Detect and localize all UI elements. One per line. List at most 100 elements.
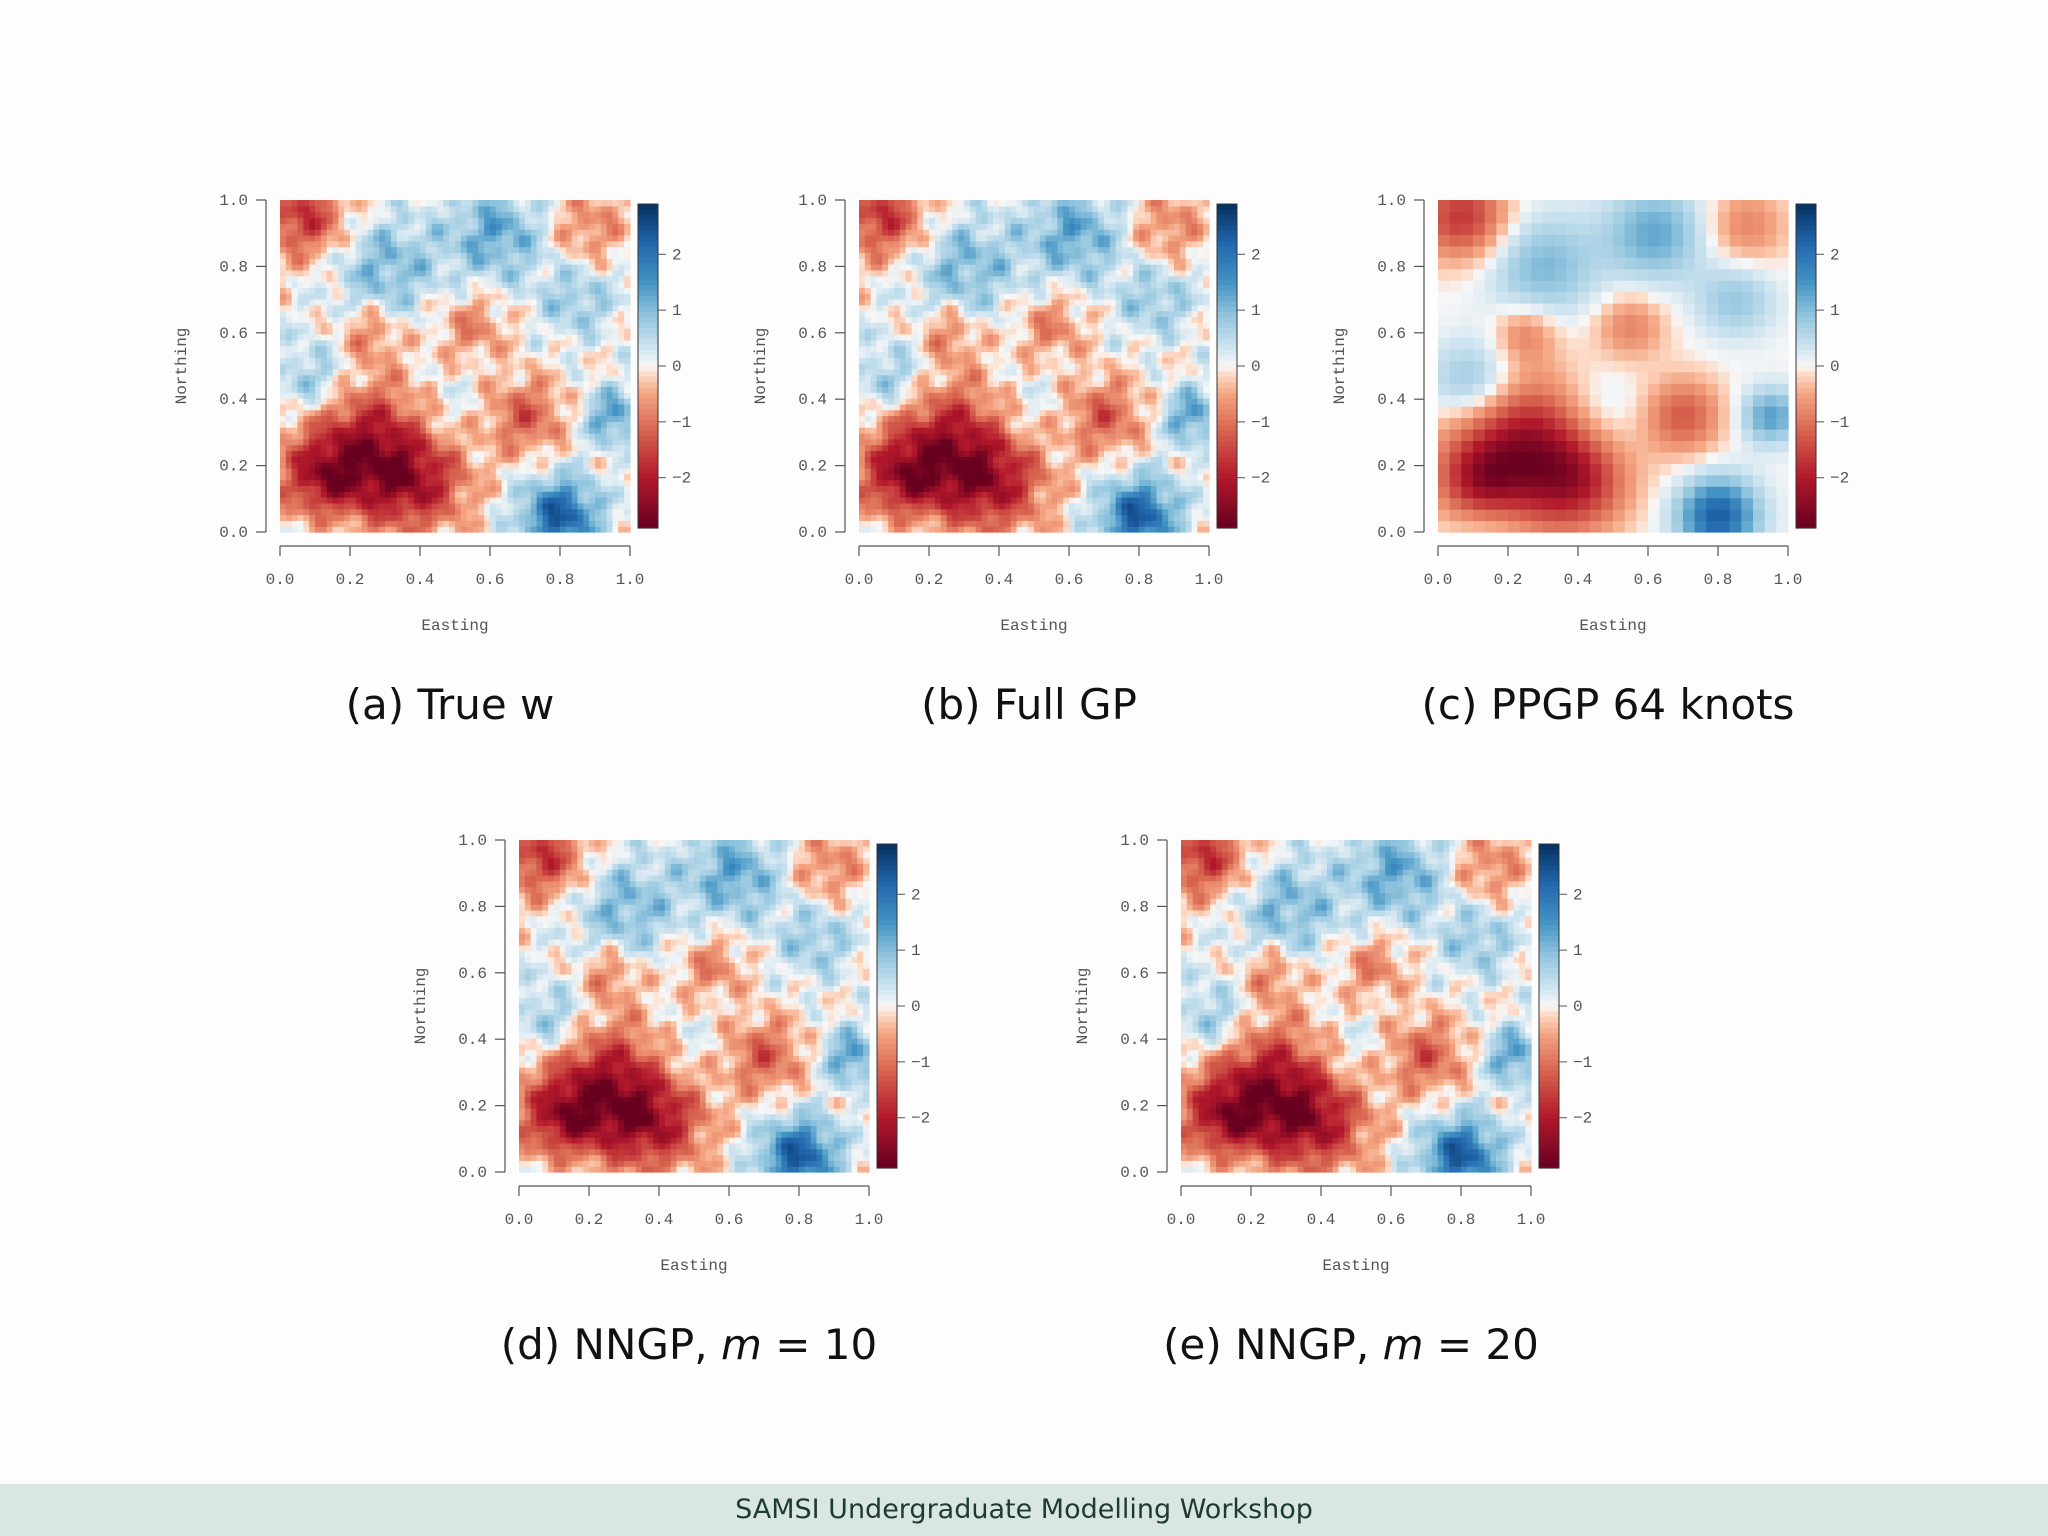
heatmap-cell [905, 462, 913, 469]
heatmap-cell [490, 392, 497, 399]
heatmap-cell [402, 211, 409, 219]
heatmap-cell [309, 333, 316, 341]
heatmap-cell [624, 432, 631, 440]
heatmap-cell [379, 392, 386, 399]
heatmap-cell [981, 275, 988, 283]
heatmap-cell [536, 299, 544, 306]
heatmap-cell [923, 357, 930, 364]
heatmap-cell [385, 526, 392, 533]
heatmap-cell [612, 229, 619, 236]
heatmap-cell [536, 246, 544, 254]
heatmap-cell [542, 421, 549, 428]
heatmap-cell [455, 217, 462, 224]
heatmap-cell [449, 205, 456, 213]
heatmap-cell [548, 258, 555, 265]
heatmap-cell [431, 246, 439, 254]
heatmap-cell [344, 462, 351, 469]
heatmap-cell [338, 520, 345, 527]
heatmap-cell [536, 351, 544, 358]
heatmap-cell [618, 479, 625, 486]
heatmap-cell [332, 264, 339, 271]
heatmap-cell [291, 258, 299, 265]
heatmap-cell [478, 415, 485, 422]
heatmap-cell [390, 508, 398, 516]
heatmap-cell [280, 497, 287, 504]
heatmap-cell [519, 368, 526, 376]
heatmap-cell [993, 275, 1000, 283]
heatmap-cell [297, 299, 304, 306]
heatmap-cell [285, 252, 293, 259]
heatmap-cell [571, 415, 579, 422]
heatmap-cell [379, 264, 386, 271]
heatmap-cell [905, 339, 913, 347]
heatmap-cell [560, 415, 567, 422]
heatmap-cell [612, 205, 619, 213]
heatmap-cell [595, 473, 602, 481]
heatmap-cell [309, 502, 316, 510]
heatmap-cell [332, 415, 339, 422]
heatmap-cell [870, 351, 878, 358]
heatmap-cell [355, 491, 363, 498]
heatmap-cell [501, 328, 509, 335]
heatmap-cell [431, 205, 439, 213]
heatmap-cell [911, 310, 918, 318]
heatmap-cell [361, 281, 369, 288]
heatmap-cell [315, 450, 322, 457]
heatmap-cell [455, 211, 462, 219]
heatmap-cell [525, 409, 532, 417]
heatmap-cell [396, 450, 404, 457]
heatmap-cell [870, 269, 878, 277]
heatmap-cell [472, 386, 479, 393]
heatmap-cell [344, 444, 351, 452]
heatmap-cell [624, 514, 631, 521]
heatmap-cell [525, 328, 532, 335]
heatmap-cell [560, 462, 567, 469]
heatmap-cell [999, 316, 1006, 323]
heatmap-cell [1004, 467, 1012, 475]
heatmap-cell [917, 462, 924, 469]
heatmap-cell [402, 491, 409, 498]
heatmap-cell [894, 374, 901, 382]
heatmap-cell [484, 357, 491, 364]
heatmap-cell [905, 200, 913, 207]
heatmap-cell [326, 514, 334, 521]
heatmap-cell [385, 380, 392, 387]
heatmap-cell [589, 205, 596, 213]
heatmap-cell [320, 520, 328, 527]
heatmap-cell [905, 514, 913, 521]
heatmap-cell [513, 502, 520, 510]
heatmap-cell [964, 467, 971, 475]
heatmap-cell [309, 316, 316, 323]
heatmap-cell [513, 450, 520, 457]
heatmap-cell [888, 328, 895, 335]
heatmap-cell [285, 269, 293, 277]
heatmap-cell [577, 450, 584, 457]
heatmap-cell [894, 328, 901, 335]
heatmap-cell [408, 444, 415, 452]
heatmap-cell [291, 287, 299, 294]
heatmap-cell [1004, 415, 1012, 422]
heatmap-cell [589, 269, 596, 277]
heatmap-cell [571, 287, 579, 294]
heatmap-cell [425, 234, 433, 242]
heatmap-cell [882, 205, 889, 213]
heatmap-cell [940, 421, 948, 428]
heatmap-cell [905, 246, 913, 254]
heatmap-cell [466, 403, 474, 411]
heatmap-cell [449, 508, 456, 516]
heatmap-cell [530, 456, 538, 463]
heatmap-cell [583, 409, 590, 417]
heatmap-cell [379, 351, 386, 358]
heatmap-cell [396, 502, 404, 510]
heatmap-cell [987, 200, 994, 207]
heatmap-cell [350, 421, 357, 428]
heatmap-cell [876, 205, 883, 213]
heatmap-cell [606, 223, 614, 230]
heatmap-cell [280, 333, 287, 341]
heatmap-cell [899, 293, 907, 300]
heatmap-cell [519, 240, 526, 248]
heatmap-cell [309, 438, 316, 446]
heatmap-cell [969, 269, 977, 277]
heatmap-cell [320, 421, 328, 428]
heatmap-cell [859, 456, 866, 463]
